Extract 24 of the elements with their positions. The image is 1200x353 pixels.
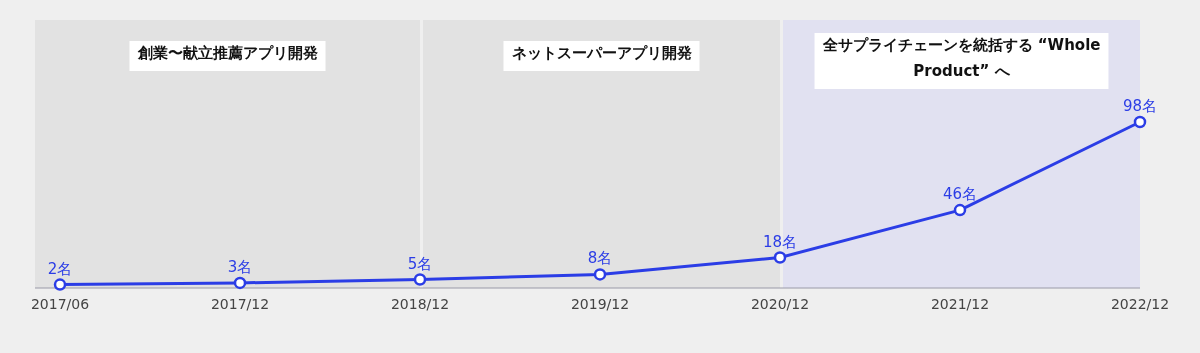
- data-label: 46名: [942, 185, 978, 204]
- point: [1133, 115, 1147, 129]
- point: [53, 278, 67, 291]
- x-tick-label: 2017/12: [210, 296, 270, 312]
- data-label: 8名: [587, 249, 613, 268]
- band-label: ネットスーパーアプリ開発: [511, 44, 692, 62]
- data-label: 2名: [47, 259, 73, 278]
- x-tick-label: 2017/06: [30, 296, 90, 312]
- point: [233, 276, 247, 290]
- point: [413, 273, 427, 286]
- x-tick-label: 2020/12: [750, 296, 810, 312]
- x-tick-label: 2022/12: [1110, 296, 1170, 312]
- x-tick-label: 2018/12: [390, 296, 450, 312]
- x-tick-label: 2021/12: [930, 296, 990, 312]
- data-label: 3名: [227, 257, 253, 276]
- point: [953, 203, 967, 217]
- band-label: 全サプライチェーンを統括する “Whole Product” へ: [821, 36, 1101, 80]
- data-label: 18名: [762, 232, 798, 251]
- data-label: 5名: [407, 254, 433, 273]
- point: [773, 251, 787, 264]
- band-label: 創業〜献立推薦アプリ開発: [136, 44, 318, 62]
- point: [593, 268, 607, 281]
- x-tick-label: 2019/12: [570, 296, 630, 312]
- data-label: 98名: [1122, 97, 1158, 115]
